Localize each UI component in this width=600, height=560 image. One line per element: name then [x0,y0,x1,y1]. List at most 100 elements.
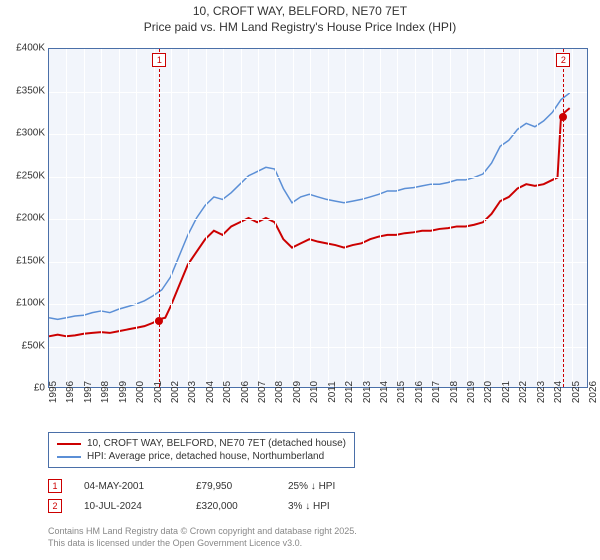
x-tick-label: 2023 [536,381,547,403]
marker-vline [563,49,564,387]
x-tick-label: 2022 [518,381,529,403]
x-tick-label: 2005 [222,381,233,403]
plot-area: 12 [48,48,588,388]
x-tick-label: 2010 [309,381,320,403]
grid-line-v [450,49,451,387]
x-tick-label: 1995 [48,381,59,403]
marker-table-date: 10-JUL-2024 [84,501,174,512]
grid-line-v [467,49,468,387]
marker-table-delta: 3% ↓ HPI [288,501,378,512]
attribution: Contains HM Land Registry data © Crown c… [48,526,357,549]
legend-label: 10, CROFT WAY, BELFORD, NE70 7ET (detach… [87,438,346,449]
grid-line-h [49,347,587,348]
grid-line-v [293,49,294,387]
grid-line-v [397,49,398,387]
title-address: 10, CROFT WAY, BELFORD, NE70 7ET [0,4,600,20]
grid-line-v [206,49,207,387]
grid-line-v [119,49,120,387]
x-tick-label: 2015 [396,381,407,403]
legend: 10, CROFT WAY, BELFORD, NE70 7ET (detach… [48,432,355,468]
marker-vline [159,49,160,387]
grid-line-h [49,262,587,263]
grid-line-v [275,49,276,387]
legend-label: HPI: Average price, detached house, Nort… [87,451,324,462]
grid-line-v [484,49,485,387]
y-tick-label: £250K [16,170,45,181]
marker-table-num: 2 [48,499,62,513]
grid-line-h [49,304,587,305]
x-tick-label: 1997 [83,381,94,403]
x-tick-label: 2021 [501,381,512,403]
grid-line-v [84,49,85,387]
x-tick-label: 2016 [414,381,425,403]
grid-line-v [502,49,503,387]
x-tick-label: 2026 [588,381,599,403]
grid-line-v [223,49,224,387]
marker-table-delta: 25% ↓ HPI [288,481,378,492]
marker-table-date: 04-MAY-2001 [84,481,174,492]
grid-line-v [310,49,311,387]
grid-line-h [49,219,587,220]
grid-line-v [554,49,555,387]
grid-line-v [328,49,329,387]
marker-table-num: 1 [48,479,62,493]
marker-table: 1 04-MAY-2001 £79,950 25% ↓ HPI 2 10-JUL-2024… [48,476,378,516]
marker-box: 2 [556,53,570,67]
x-tick-label: 1999 [118,381,129,403]
x-tick-label: 2006 [240,381,251,403]
y-tick-label: £0 [34,383,45,394]
grid-line-v [188,49,189,387]
grid-line-v [171,49,172,387]
x-tick-label: 2014 [379,381,390,403]
grid-line-v [66,49,67,387]
grid-line-h [49,134,587,135]
legend-swatch [57,443,81,445]
grid-line-v [154,49,155,387]
marker-dot [155,317,163,325]
grid-line-v [415,49,416,387]
x-tick-label: 2013 [362,381,373,403]
grid-line-v [572,49,573,387]
grid-line-v [537,49,538,387]
grid-line-v [136,49,137,387]
marker-box: 1 [152,53,166,67]
grid-line-v [241,49,242,387]
series-svg [49,49,587,387]
x-tick-label: 2025 [571,381,582,403]
y-tick-label: £200K [16,213,45,224]
grid-line-v [380,49,381,387]
attribution-line-2: This data is licensed under the Open Gov… [48,538,357,550]
marker-dot [559,113,567,121]
legend-row: 10, CROFT WAY, BELFORD, NE70 7ET (detach… [57,437,346,450]
y-tick-label: £300K [16,128,45,139]
x-tick-label: 2007 [257,381,268,403]
y-tick-label: £50K [22,340,45,351]
x-tick-label: 2009 [292,381,303,403]
y-tick-label: £100K [16,298,45,309]
title-subtitle: Price paid vs. HM Land Registry's House … [0,20,600,36]
x-tick-label: 2020 [483,381,494,403]
x-tick-label: 2000 [135,381,146,403]
grid-line-v [363,49,364,387]
marker-table-price: £79,950 [196,481,266,492]
legend-row: HPI: Average price, detached house, Nort… [57,450,346,463]
x-tick-label: 2004 [205,381,216,403]
x-tick-label: 2019 [466,381,477,403]
x-tick-label: 1996 [65,381,76,403]
x-tick-label: 2024 [553,381,564,403]
marker-table-price: £320,000 [196,501,266,512]
y-tick-label: £150K [16,255,45,266]
grid-line-v [258,49,259,387]
grid-line-h [49,177,587,178]
x-tick-label: 2003 [187,381,198,403]
x-tick-label: 2018 [449,381,460,403]
x-tick-label: 2017 [431,381,442,403]
grid-line-h [49,92,587,93]
x-tick-label: 2011 [327,381,338,403]
x-tick-label: 1998 [100,381,111,403]
legend-swatch [57,456,81,458]
grid-line-v [101,49,102,387]
grid-line-v [519,49,520,387]
marker-table-row: 1 04-MAY-2001 £79,950 25% ↓ HPI [48,476,378,496]
y-tick-label: £350K [16,85,45,96]
